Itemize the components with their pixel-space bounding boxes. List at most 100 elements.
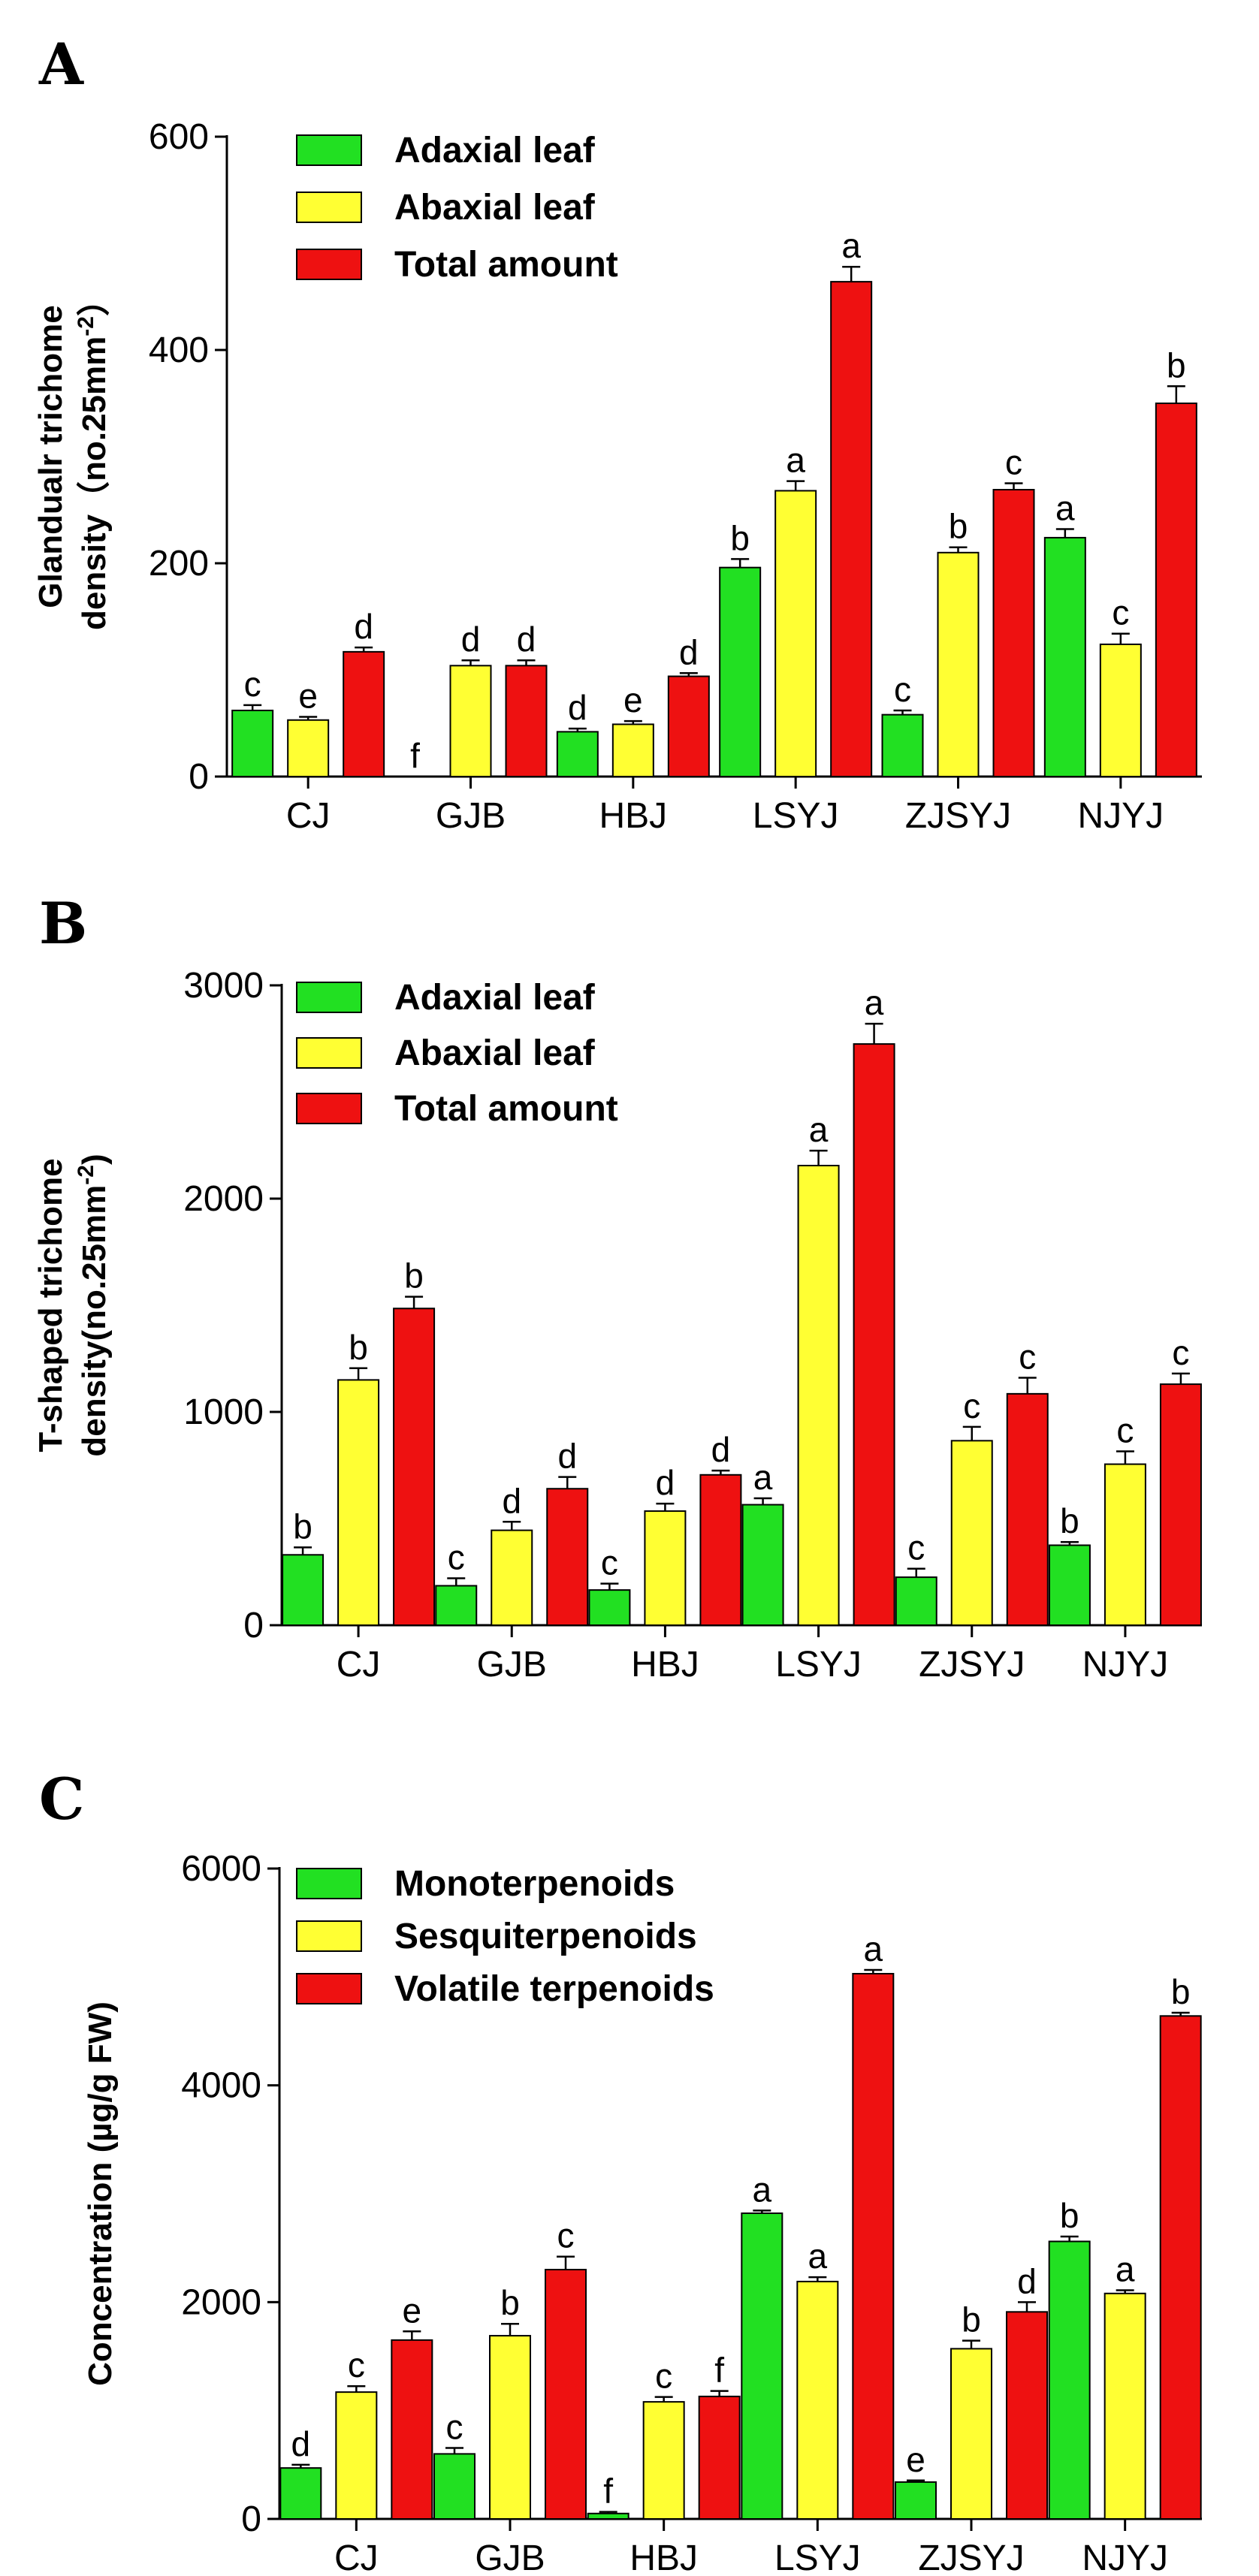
x-tick-label: ZJSYJ [905,796,1011,836]
x-tick-label: CJ [334,2538,379,2576]
significance-label: f [603,2472,613,2511]
bar [1048,2240,1091,2520]
bar [505,665,548,777]
x-tick-label: GJB [475,2538,545,2576]
significance-label: a [841,226,861,265]
bar [698,2395,741,2520]
significance-label: b [962,2300,981,2339]
y-tick-label: 3000 [183,966,264,1006]
bar [391,2339,433,2520]
y-axis-label-close: ) [76,1154,113,1165]
y-axis-label-superscript: -2 [74,1165,98,1185]
significance-label: f [410,736,420,775]
significance-label: d [656,1463,675,1502]
legend-label: Total amount [394,245,618,285]
x-tick-label: CJ [286,796,331,836]
y-axis-label-superscript: -2 [74,316,98,336]
bar [1048,1544,1091,1626]
bar [231,709,274,778]
y-axis-label-main: density（no.25mm [76,336,113,630]
bar [1155,403,1197,777]
legend-swatch [296,1973,362,2004]
bar [393,1308,436,1626]
bar [337,1379,380,1627]
x-tick-label: HBJ [630,2538,698,2576]
y-axis-label-line2: density（no.25mm-2） [74,283,113,630]
bar [741,1504,784,1627]
x-tick-label: CJ [337,1645,381,1685]
legend-label: Total amount [394,1089,618,1129]
significance-label: b [293,1507,312,1546]
y-axis-label-line2: density(no.25mm-2) [74,1154,113,1456]
bar [852,1973,895,2520]
y-tick-label: 0 [241,2499,261,2539]
significance-label: c [557,2216,575,2255]
legend-label: Abaxial leaf [394,188,596,228]
y-axis-label: Glandualr trichome [32,305,69,608]
significance-label: d [568,688,587,727]
legend-label: Monoterpenoids [394,1864,675,1904]
bar [719,566,762,777]
legend-swatch [296,1920,362,1952]
significance-label: b [1167,345,1186,385]
legend-swatch [296,192,362,223]
bar [587,2512,630,2520]
significance-label: a [808,2237,828,2276]
x-tick-label: LSYJ [753,796,839,836]
x-tick-label: HBJ [599,796,667,836]
bar [797,1164,840,1626]
significance-label: c [244,665,261,704]
significance-label: a [786,441,805,480]
significance-label: b [349,1328,368,1367]
bar [950,2348,992,2520]
bar [1104,1463,1146,1626]
significance-label: b [1060,1501,1079,1540]
significance-label: c [348,2345,365,2384]
y-tick-label: 2000 [181,2282,261,2322]
bar [774,490,817,777]
bar [895,1576,937,1627]
legend-label: Adaxial leaf [394,978,596,1018]
bar [642,2401,685,2520]
bar [830,281,873,777]
legend-swatch [296,134,362,166]
bar [545,2269,587,2520]
bar [588,1589,631,1626]
y-axis-label: T-shaped trichome [32,1158,69,1452]
significance-label: d [502,1481,521,1520]
y-axis-label-main: density(no.25mm [76,1185,113,1457]
significance-label: c [655,2357,672,2396]
panel-letter-c: C [39,1766,85,1832]
x-tick-label: ZJSYJ [918,2538,1024,2576]
legend-swatch [296,249,362,280]
significance-label: a [1116,2249,1135,2288]
significance-label: d [291,2424,311,2463]
significance-label: e [298,676,318,715]
y-tick-label: 2000 [183,1179,264,1219]
bar [796,2280,839,2520]
legend-label: Adaxial leaf [394,131,596,170]
significance-label: a [864,1929,883,1968]
legend-label: Volatile terpenoids [394,1969,714,2009]
x-tick-label: ZJSYJ [919,1645,1025,1685]
bar [556,731,599,777]
bar [343,650,385,777]
panel-b: B 0 1000 2000 3000 T-shaped trichome density(n… [32,890,1202,1685]
bar [667,675,710,778]
y-tick-label: 600 [149,117,209,157]
y-axis-label: Concentration (µg/g FW) [82,2001,119,2386]
significance-label: a [1055,489,1075,528]
bar [282,1554,325,1627]
bar [335,2391,378,2520]
bar [435,1585,478,1626]
x-tick-label: NJYJ [1082,2538,1168,2576]
y-tick-label: 400 [149,330,209,370]
significance-label: b [404,1256,424,1296]
x-tick-label: LSYJ [775,1645,862,1685]
bar [611,723,654,777]
y-tick-label: 1000 [183,1392,264,1432]
panel-letter-a: A [38,31,84,98]
significance-label: b [1171,1972,1191,2011]
significance-label: c [907,1528,925,1567]
bar [853,1043,895,1626]
